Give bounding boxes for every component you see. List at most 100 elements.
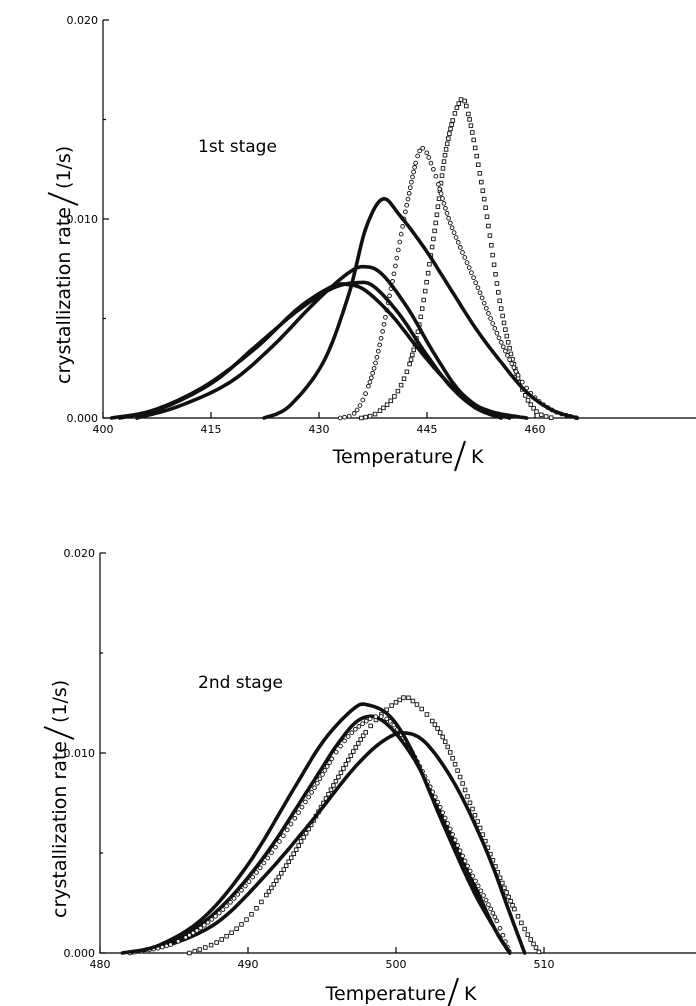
- data-point: [447, 750, 453, 755]
- data-point: [234, 926, 239, 931]
- data-point: [501, 320, 507, 326]
- data-point: [309, 789, 314, 795]
- data-point: [353, 745, 359, 750]
- data-point: [504, 890, 509, 895]
- data-point: [370, 370, 376, 376]
- data-point: [424, 279, 429, 285]
- data-point: [346, 413, 352, 419]
- y-axis-unit: (1/s): [49, 680, 71, 723]
- data-point: [183, 935, 189, 940]
- data-point: [283, 863, 289, 868]
- data-point: [543, 414, 549, 419]
- data-point: [455, 768, 460, 773]
- data-point: [351, 749, 356, 754]
- data-point: [213, 913, 218, 919]
- data-point: [371, 365, 377, 371]
- data-point: [280, 833, 286, 839]
- data-point: [288, 821, 294, 827]
- data-point: [393, 263, 398, 269]
- data-point: [492, 326, 498, 331]
- data-point: [475, 819, 480, 824]
- data-point: [175, 938, 181, 944]
- data-point: [447, 220, 453, 226]
- data-point: [261, 860, 267, 866]
- data-point: [413, 160, 418, 166]
- data-point: [467, 117, 472, 122]
- data-point: [276, 874, 282, 880]
- data-point: [531, 406, 536, 411]
- data-point: [511, 365, 517, 370]
- data-point: [500, 932, 506, 938]
- data-point: [533, 945, 539, 950]
- data-point: [507, 357, 512, 362]
- data-point: [479, 295, 485, 301]
- series-5: [120, 702, 512, 955]
- series-4: [127, 714, 512, 956]
- data-point: [447, 131, 452, 136]
- data-point: [503, 327, 508, 332]
- data-point: [471, 275, 476, 281]
- data-point: [381, 322, 387, 327]
- data-point: [187, 950, 192, 956]
- data-point: [360, 721, 365, 727]
- data-point: [359, 415, 364, 421]
- data-point: [491, 262, 497, 268]
- data-point: [351, 411, 357, 416]
- data-point: [411, 169, 416, 175]
- data-point: [505, 353, 510, 358]
- data-point: [479, 179, 484, 185]
- data-point: [488, 316, 493, 321]
- data-point: [515, 372, 521, 378]
- y-tick-label: 0.000: [67, 412, 99, 425]
- data-point: [483, 205, 488, 210]
- data-point: [473, 280, 479, 286]
- x-axis-unit: K: [464, 983, 477, 1005]
- x-tick-label: 510: [534, 958, 555, 971]
- data-point: [412, 165, 417, 170]
- data-point: [337, 415, 343, 421]
- data-point: [273, 844, 278, 850]
- data-point: [327, 760, 332, 765]
- series-line: [262, 197, 580, 420]
- data-point: [528, 937, 533, 942]
- data-point: [259, 899, 264, 905]
- data-point: [346, 757, 351, 763]
- data-point: [502, 885, 507, 891]
- data-point: [401, 695, 406, 700]
- data-point: [445, 821, 451, 826]
- x-tick-label: 445: [417, 423, 438, 436]
- data-point: [449, 122, 454, 127]
- data-point: [373, 714, 379, 720]
- x-axis-unit-slash: [447, 977, 459, 1006]
- data-point: [395, 247, 401, 253]
- data-point: [496, 335, 502, 341]
- data-point: [494, 281, 500, 286]
- data-point: [419, 306, 425, 311]
- data-point: [422, 288, 428, 294]
- data-point: [528, 402, 534, 407]
- data-point: [525, 398, 531, 403]
- data-point: [228, 899, 233, 905]
- data-point: [216, 910, 222, 916]
- data-point: [438, 191, 444, 196]
- data-point: [486, 902, 491, 907]
- data-point: [286, 859, 291, 864]
- data-point: [331, 783, 336, 788]
- data-point: [522, 926, 527, 932]
- data-point: [363, 391, 368, 396]
- data-point: [504, 333, 510, 339]
- data-point: [384, 716, 390, 722]
- data-point: [377, 342, 383, 348]
- data-point: [441, 201, 447, 206]
- data-point: [510, 903, 515, 908]
- data-point: [519, 920, 524, 926]
- series-line: [135, 264, 512, 420]
- data-point: [471, 137, 476, 143]
- data-point: [494, 918, 500, 924]
- data-point: [456, 101, 462, 106]
- data-point: [360, 397, 366, 403]
- series-line: [109, 282, 529, 420]
- data-point: [190, 930, 196, 936]
- data-point: [264, 892, 269, 898]
- data-point: [498, 340, 504, 345]
